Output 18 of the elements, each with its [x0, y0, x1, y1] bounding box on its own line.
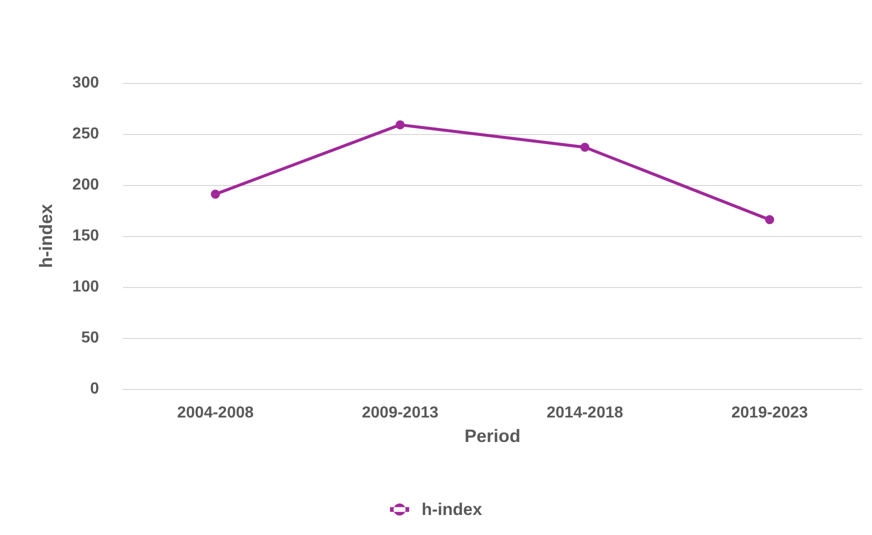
y-tick-label: 150 [72, 228, 100, 244]
x-tick-label: 2014-2018 [546, 404, 624, 422]
legend-label: h-index [422, 500, 483, 519]
x-tick-label: 2004-2008 [177, 404, 254, 422]
y-tick-label: 0 [90, 380, 100, 398]
point [210, 190, 220, 199]
point [396, 120, 405, 130]
y-tick-label: 300 [72, 74, 100, 92]
y-tick-label: 200 [72, 176, 100, 194]
y-axis-title: h-index [36, 204, 56, 268]
y-tick-label: 250 [72, 126, 100, 142]
x-tick-label: 2009-2013 [362, 404, 438, 422]
x-tick-label: 2019-2023 [731, 404, 808, 422]
point [580, 142, 590, 152]
point [765, 215, 774, 224]
y-tick-label: 100 [72, 278, 100, 296]
x-axis-title: Period [464, 426, 521, 446]
y-tick-label: 50 [81, 330, 100, 346]
